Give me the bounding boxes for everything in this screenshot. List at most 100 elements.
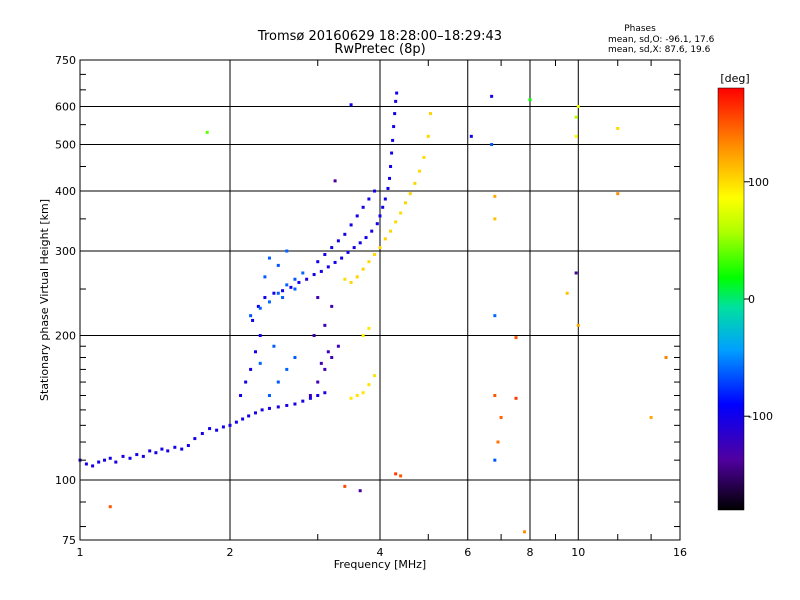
data-point [333, 260, 337, 264]
data-point [148, 449, 152, 453]
data-point [205, 130, 209, 134]
chart-subtitle: RwPretec (8p) [334, 42, 425, 57]
colorbar [717, 87, 745, 511]
y-tick-label: 200 [55, 330, 76, 343]
data-point [272, 291, 276, 295]
data-point [276, 380, 280, 384]
data-point [528, 98, 532, 102]
data-point [469, 134, 473, 138]
data-point [316, 394, 320, 398]
data-point [103, 458, 107, 462]
data-point [267, 256, 271, 260]
data-point [493, 194, 497, 198]
colorbar-ticks: 100 0 -100 [744, 176, 773, 423]
colorbar-tick-label: 100 [748, 176, 769, 189]
data-point [378, 246, 382, 250]
data-point [228, 423, 232, 427]
data-point [389, 229, 393, 233]
data-point [367, 326, 371, 330]
data-point [258, 361, 262, 365]
data-point [333, 179, 337, 183]
data-point [308, 394, 312, 398]
data-point [316, 260, 320, 264]
data-point [330, 246, 334, 250]
data-point [390, 151, 394, 155]
data-point [301, 271, 305, 275]
data-point [276, 405, 280, 409]
data-point [413, 181, 417, 185]
data-point [319, 269, 323, 273]
data-point [514, 336, 518, 340]
data-point [330, 355, 334, 359]
data-point [289, 285, 293, 289]
data-point [399, 474, 403, 478]
data-point [499, 415, 503, 419]
data-point [394, 220, 398, 224]
data-point [326, 350, 330, 354]
data-point [388, 176, 392, 180]
data-point [349, 223, 353, 227]
data-point [355, 394, 359, 398]
data-point [154, 451, 158, 455]
data-point [281, 296, 285, 300]
data-point [664, 355, 668, 359]
data-point [234, 420, 238, 424]
data-point [389, 164, 393, 168]
data-point [316, 380, 320, 384]
x-tick-label: 10 [571, 546, 585, 559]
data-point [285, 367, 289, 371]
data-point [316, 296, 320, 300]
data-point [381, 205, 385, 209]
data-point [267, 300, 271, 304]
x-tick-label: 1 [77, 546, 84, 559]
data-point [574, 115, 578, 119]
data-point [301, 399, 305, 403]
data-point [166, 449, 170, 453]
data-point [346, 250, 350, 254]
data-point [293, 355, 297, 359]
data-point [84, 462, 88, 466]
data-point [367, 260, 371, 264]
data-point [308, 396, 312, 400]
data-point [493, 314, 497, 318]
data-point [267, 394, 271, 398]
data-point [285, 403, 289, 407]
data-point [108, 505, 112, 509]
data-point [160, 447, 164, 451]
data-point [367, 197, 371, 201]
scatter-points [78, 91, 668, 534]
data-point [364, 236, 368, 240]
data-point [394, 472, 398, 476]
data-point [490, 94, 494, 98]
data-point [114, 460, 118, 464]
data-point [128, 456, 132, 460]
data-point [349, 396, 353, 400]
data-point [574, 271, 578, 275]
data-point [323, 367, 327, 371]
y-tick-label: 100 [55, 474, 76, 487]
data-point [386, 186, 390, 190]
x-tick-label: 6 [464, 546, 471, 559]
data-point [355, 275, 359, 279]
data-point [258, 306, 262, 310]
data-point [493, 217, 497, 221]
data-point [616, 126, 620, 130]
data-point [247, 414, 251, 418]
chart-title: Tromsø 20160629 18:28:00–18:29:43 [257, 29, 502, 44]
data-point [361, 267, 365, 271]
data-point [417, 169, 421, 173]
data-point [349, 103, 353, 107]
data-point [616, 192, 620, 196]
data-point [221, 425, 225, 429]
data-point [358, 489, 362, 493]
y-tick-label: 400 [55, 185, 76, 198]
data-point [253, 411, 257, 415]
data-point [352, 246, 356, 250]
data-point [251, 318, 255, 322]
data-point [355, 214, 359, 218]
data-point [285, 249, 289, 253]
data-point [193, 437, 197, 441]
data-point [249, 367, 253, 371]
x-tick-label: 16 [673, 546, 687, 559]
